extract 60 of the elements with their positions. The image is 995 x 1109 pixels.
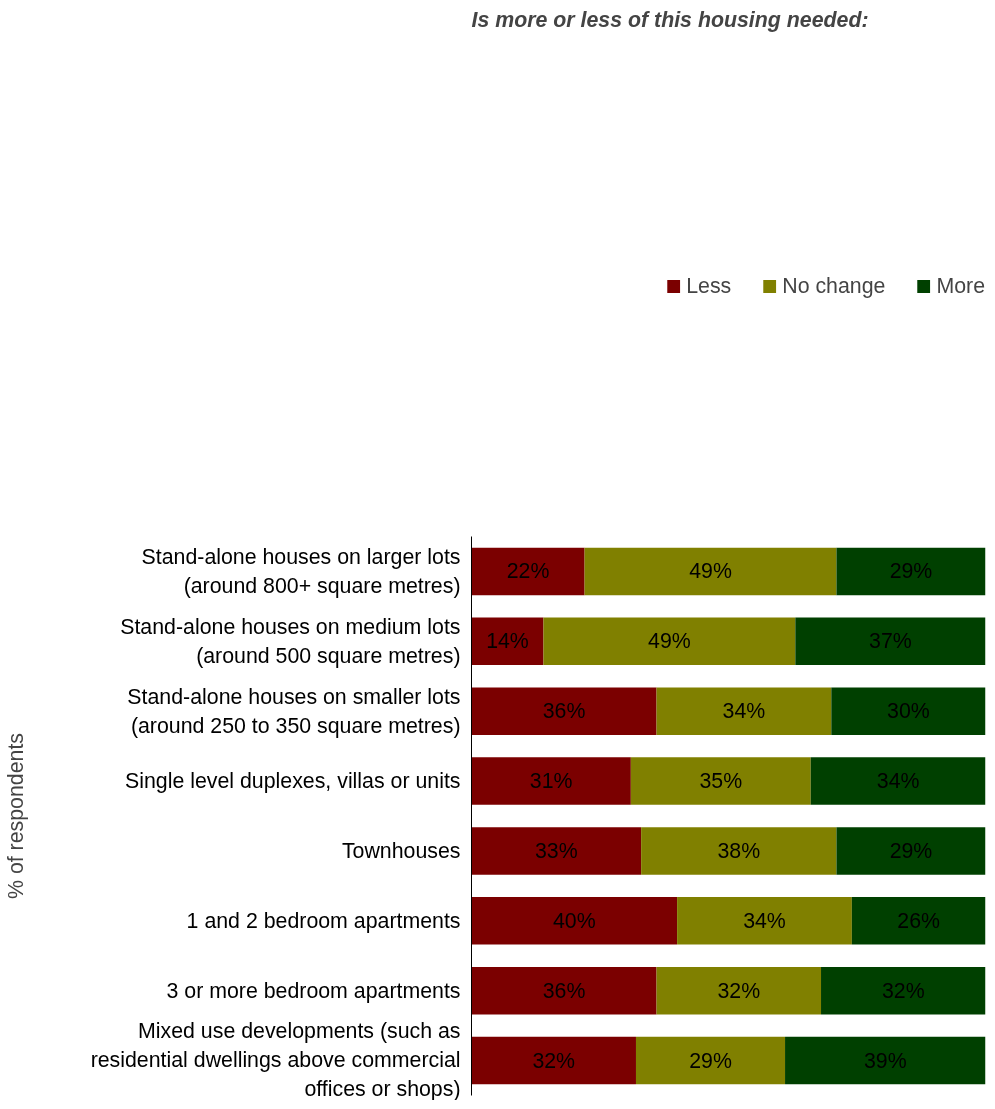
y-tick-label: Stand-alone houses on smaller lots (around 250 to 350 square metres)	[127, 684, 461, 738]
bar	[641, 827, 837, 875]
y-tick-label: Single level duplexes, villas or units	[125, 769, 461, 794]
y-tick-label: Stand-alone houses on medium lots (around 500 square metres)	[120, 614, 461, 668]
y-axis-title: % of respondents	[3, 733, 28, 899]
bar	[836, 827, 986, 875]
y-tick-label: 1 and 2 bedroom apartments	[186, 908, 461, 933]
bar	[471, 757, 631, 805]
data-label: 35%	[699, 769, 743, 794]
data-label: 40%	[552, 908, 596, 933]
data-label: 33%	[534, 838, 578, 863]
bar	[821, 966, 986, 1015]
data-label: 32%	[881, 978, 925, 1003]
chart-title: Is more or less of this housing needed:	[471, 7, 869, 32]
y-tick-label: 3 or more bedroom apartments	[166, 978, 461, 1003]
data-label: 31%	[529, 769, 573, 794]
data-label: 34%	[722, 699, 766, 724]
data-label: 34%	[876, 769, 920, 794]
bar	[677, 897, 852, 945]
bar	[656, 687, 832, 735]
data-label: 29%	[689, 1048, 732, 1073]
legend-label: No change	[782, 273, 886, 299]
data-label: 37%	[869, 629, 912, 654]
data-label: 22%	[506, 559, 550, 584]
data-label: 34%	[743, 908, 786, 933]
data-label: 32%	[717, 978, 761, 1003]
bar	[471, 966, 657, 1015]
data-label: 36%	[542, 978, 586, 1003]
data-label: 49%	[648, 629, 691, 654]
bar	[836, 547, 986, 596]
y-tick-label: Mixed use developments (such as residential dwellings above commercial offices or shops)	[90, 1018, 461, 1101]
bar	[471, 547, 585, 596]
bar	[795, 617, 986, 666]
bar	[831, 687, 986, 735]
bar	[543, 617, 796, 666]
y-tick-label: Townhouses	[341, 838, 461, 863]
legend-label: More	[936, 273, 985, 299]
bar	[471, 687, 657, 735]
data-label: 32%	[532, 1048, 576, 1073]
bar	[630, 757, 811, 805]
bar	[785, 1036, 986, 1085]
bar	[851, 897, 986, 945]
data-label: 26%	[897, 908, 941, 933]
bar	[471, 827, 642, 875]
data-label: 29%	[889, 559, 933, 584]
data-label: 49%	[689, 559, 732, 584]
bar	[471, 1036, 636, 1085]
legend-label: Less	[686, 273, 732, 299]
data-label: 36%	[542, 699, 586, 724]
data-label: 39%	[863, 1048, 907, 1073]
data-label: 14%	[486, 629, 529, 654]
data-label: 38%	[717, 838, 761, 863]
bar	[471, 897, 678, 945]
data-label: 29%	[889, 838, 933, 863]
bar	[656, 966, 822, 1015]
bar	[810, 757, 986, 805]
bar	[635, 1036, 786, 1085]
data-label: 30%	[887, 699, 930, 724]
y-tick-label: Stand-alone houses on larger lots (around 800+ square metres)	[141, 545, 461, 598]
bar	[584, 547, 837, 596]
